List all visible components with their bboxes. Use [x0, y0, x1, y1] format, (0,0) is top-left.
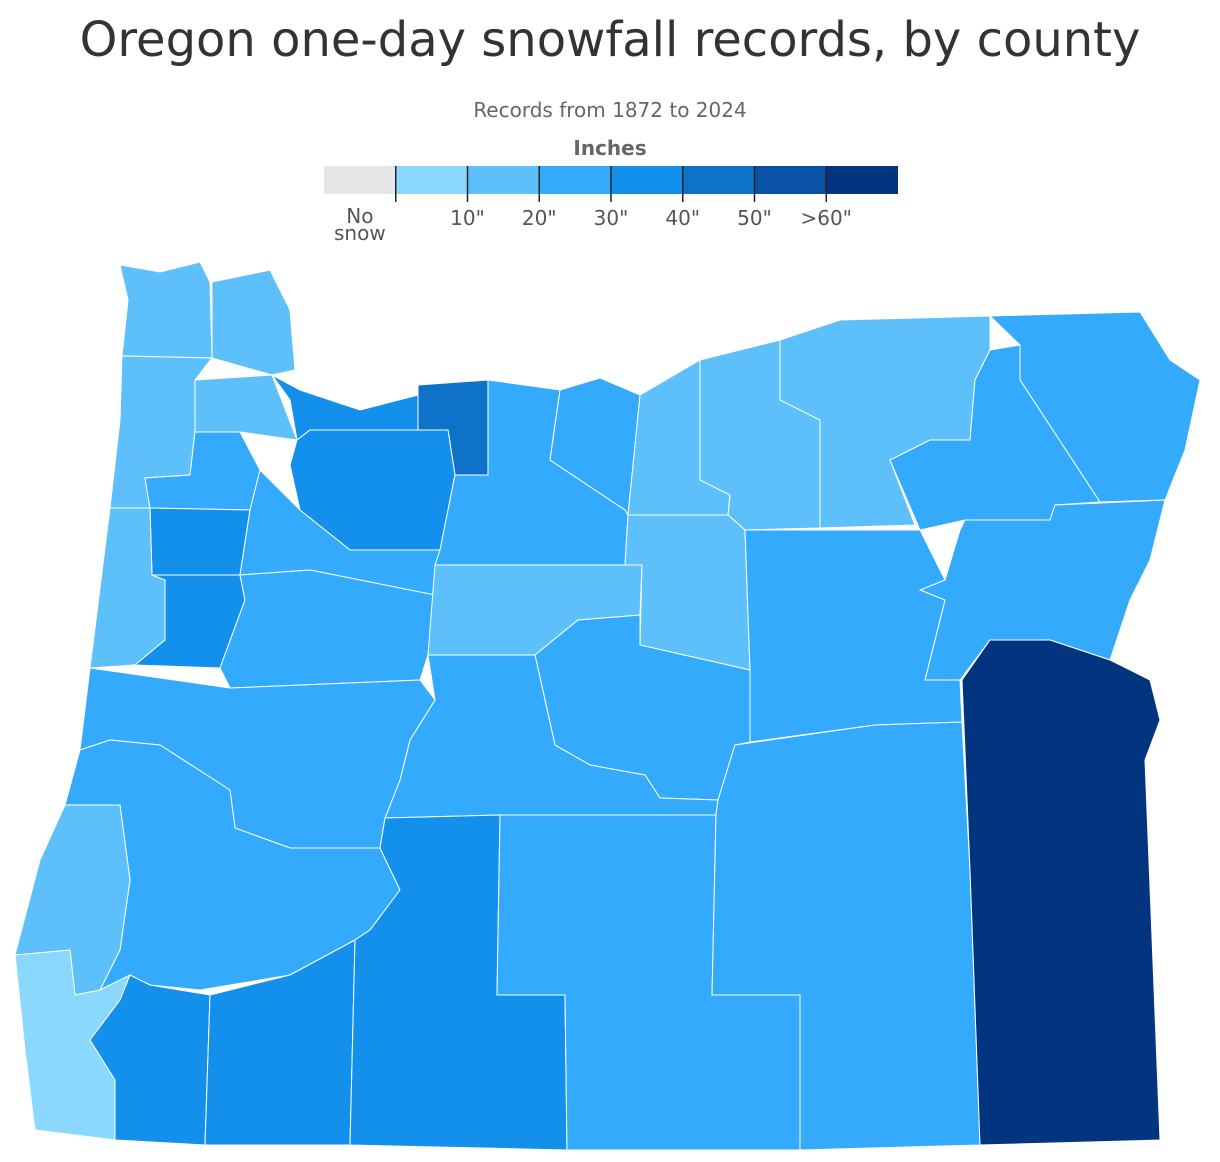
legend-swatch	[467, 166, 540, 194]
county	[194, 374, 298, 441]
legend-swatch	[611, 166, 683, 194]
county	[149, 507, 251, 576]
legend-swatch	[682, 166, 755, 194]
legend-label: 50"	[737, 206, 772, 230]
legend-label: 40"	[665, 206, 701, 230]
county	[89, 974, 211, 1146]
county	[119, 261, 213, 359]
county	[961, 639, 1161, 1146]
county	[744, 529, 963, 743]
legend-label: 20"	[521, 206, 557, 230]
legend-label: No snow	[334, 204, 386, 245]
legend-label: >60"	[800, 206, 852, 230]
legend-swatch	[539, 166, 611, 194]
legend-title: Inches	[573, 136, 647, 160]
subtitle: Records from 1872 to 2024	[473, 98, 747, 122]
legend-swatch	[754, 166, 827, 194]
legend-label: 30"	[593, 206, 629, 230]
legend-swatch	[324, 166, 396, 194]
title: Oregon one-day snowfall records, by coun…	[79, 12, 1141, 68]
legend-swatch	[826, 166, 898, 194]
legend-label: 10"	[450, 206, 485, 230]
legend-swatch	[395, 166, 468, 194]
county	[211, 269, 296, 376]
